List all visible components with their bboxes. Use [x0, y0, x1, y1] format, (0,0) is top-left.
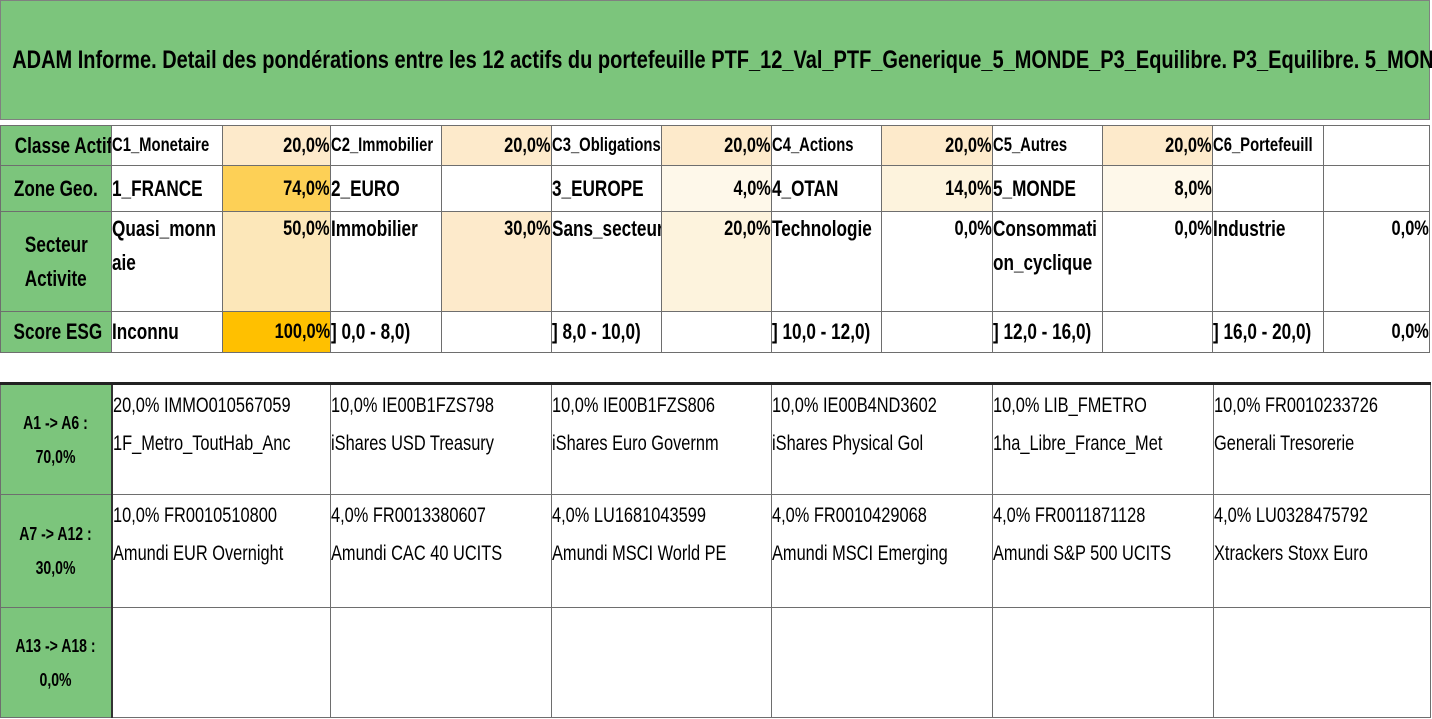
label-cell: Consommati on_cyclique [992, 211, 1103, 312]
pct-cell: 20,0% [661, 125, 772, 166]
label-cell: ] 12,0 - 16,0) [992, 311, 1103, 353]
pct-cell [441, 311, 552, 353]
asset-cell [111, 607, 331, 718]
pct-cell: 0,0% [1102, 211, 1213, 312]
pct-cell: 74,0% [222, 165, 331, 212]
asset-group-header: A1 -> A6 : 70,0% [0, 382, 113, 495]
label-cell: ] 16,0 - 20,0) [1212, 311, 1324, 353]
label-cell: Sans_secteur [551, 211, 662, 312]
pct-cell: 50,0% [222, 211, 331, 312]
allocation-summary-table: Classe Actif C1_Monetaire 20,0% C2_Immob… [0, 125, 1430, 353]
asset-group-header: A7 -> A12 : 30,0% [0, 494, 113, 608]
label-cell: 5_MONDE [992, 165, 1103, 212]
asset-cell [330, 607, 552, 718]
row-classe-actif: Classe Actif C1_Monetaire 20,0% C2_Immob… [0, 125, 1430, 166]
row-score-esg: Score ESG Inconnu 100,0% ] 0,0 - 8,0) ] … [0, 311, 1430, 353]
label-cell: 4_OTAN [771, 165, 882, 212]
asset-cell: 10,0% FR0010233726 Generali Tresorerie [1213, 382, 1431, 495]
asset-cell: 10,0% IE00B1FZS806 iShares Euro Governm [551, 382, 772, 495]
label-cell: Quasi_monn aie [111, 211, 223, 312]
label-cell: Industrie [1212, 211, 1324, 312]
pct-cell: 0,0% [1323, 211, 1430, 312]
row-header-zone-geo: Zone Geo. [0, 165, 112, 212]
label-cell: C5_Autres [992, 125, 1103, 166]
pct-cell: 8,0% [1102, 165, 1213, 212]
asset-cell: 4,0% FR0010429068 Amundi MSCI Emerging [771, 494, 993, 608]
asset-cell: 20,0% IMMO010567059 1F_Metro_ToutHab_Anc [111, 382, 331, 495]
label-cell: 2_EURO [330, 165, 442, 212]
label-cell: 3_EUROPE [551, 165, 662, 212]
asset-cell: 4,0% LU0328475792 Xtrackers Stoxx Euro [1213, 494, 1431, 608]
asset-cell [771, 607, 993, 718]
asset-cell: 10,0% IE00B4ND3602 iShares Physical Gol [771, 382, 993, 495]
asset-row: A1 -> A6 : 70,0% 20,0% IMMO010567059 1F_M… [0, 382, 1431, 495]
pct-cell: 20,0% [222, 125, 331, 166]
pct-cell: 20,0% [1102, 125, 1213, 166]
pct-cell: 20,0% [441, 125, 552, 166]
label-cell: Inconnu [111, 311, 223, 353]
report-title: ADAM Informe. Detail des pondérations en… [12, 45, 1432, 74]
asset-cell: 4,0% LU1681043599 Amundi MSCI World PE [551, 494, 772, 608]
pct-cell [1323, 125, 1430, 166]
label-cell: Immobilier [330, 211, 442, 312]
asset-cell: 4,0% FR0013380607 Amundi CAC 40 UCITS [330, 494, 552, 608]
label-cell: C1_Monetaire [111, 125, 223, 166]
label-cell: C4_Actions [771, 125, 882, 166]
pct-cell: 30,0% [441, 211, 552, 312]
pct-cell [441, 165, 552, 212]
asset-cell [992, 607, 1214, 718]
label-cell: 1_FRANCE [111, 165, 223, 212]
label-cell: ] 10,0 - 12,0) [771, 311, 882, 353]
asset-cell: 4,0% FR0011871128 Amundi S&P 500 UCITS [992, 494, 1214, 608]
row-secteur-activite: Secteur Activite Quasi_monn aie 50,0% Im… [0, 211, 1430, 312]
row-header-score-esg: Score ESG [0, 311, 112, 353]
label-cell: C3_Obligations [551, 125, 662, 166]
asset-cell [1213, 607, 1431, 718]
pct-cell [661, 311, 772, 353]
pct-cell: 14,0% [881, 165, 993, 212]
pct-cell: 20,0% [661, 211, 772, 312]
label-cell: ] 0,0 - 8,0) [330, 311, 442, 353]
label-cell: C6_Portefeuill [1212, 125, 1324, 166]
pct-cell: 20,0% [881, 125, 993, 166]
row-header-classe-actif: Classe Actif [0, 125, 112, 166]
label-cell: ] 8,0 - 10,0) [551, 311, 662, 353]
asset-cell: 10,0% IE00B1FZS798 iShares USD Treasury [330, 382, 552, 495]
label-cell [1212, 165, 1324, 212]
row-header-secteur: Secteur Activite [0, 211, 112, 312]
asset-cell: 10,0% LIB_FMETRO 1ha_Libre_France_Met [992, 382, 1214, 495]
pct-cell [881, 311, 993, 353]
pct-cell [1323, 165, 1430, 212]
report-title-banner: ADAM Informe. Detail des pondérations en… [0, 0, 1432, 120]
pct-cell: 4,0% [661, 165, 772, 212]
asset-detail-table: A1 -> A6 : 70,0% 20,0% IMMO010567059 1F_M… [0, 382, 1431, 718]
row-zone-geo: Zone Geo. 1_FRANCE 74,0% 2_EURO 3_EUROPE… [0, 165, 1430, 212]
label-cell: C2_Immobilier [330, 125, 442, 166]
pct-cell: 0,0% [881, 211, 993, 312]
asset-row: A7 -> A12 : 30,0% 10,0% FR0010510800 Amun… [0, 494, 1431, 608]
pct-cell: 0,0% [1323, 311, 1430, 353]
asset-row: A13 -> A18 : 0,0% [0, 607, 1431, 718]
asset-cell: 10,0% FR0010510800 Amundi EUR Overnight [111, 494, 331, 608]
pct-cell: 100,0% [222, 311, 331, 353]
asset-cell [551, 607, 772, 718]
label-cell: Technologie [771, 211, 882, 312]
pct-cell [1102, 311, 1213, 353]
asset-group-header: A13 -> A18 : 0,0% [0, 607, 113, 718]
